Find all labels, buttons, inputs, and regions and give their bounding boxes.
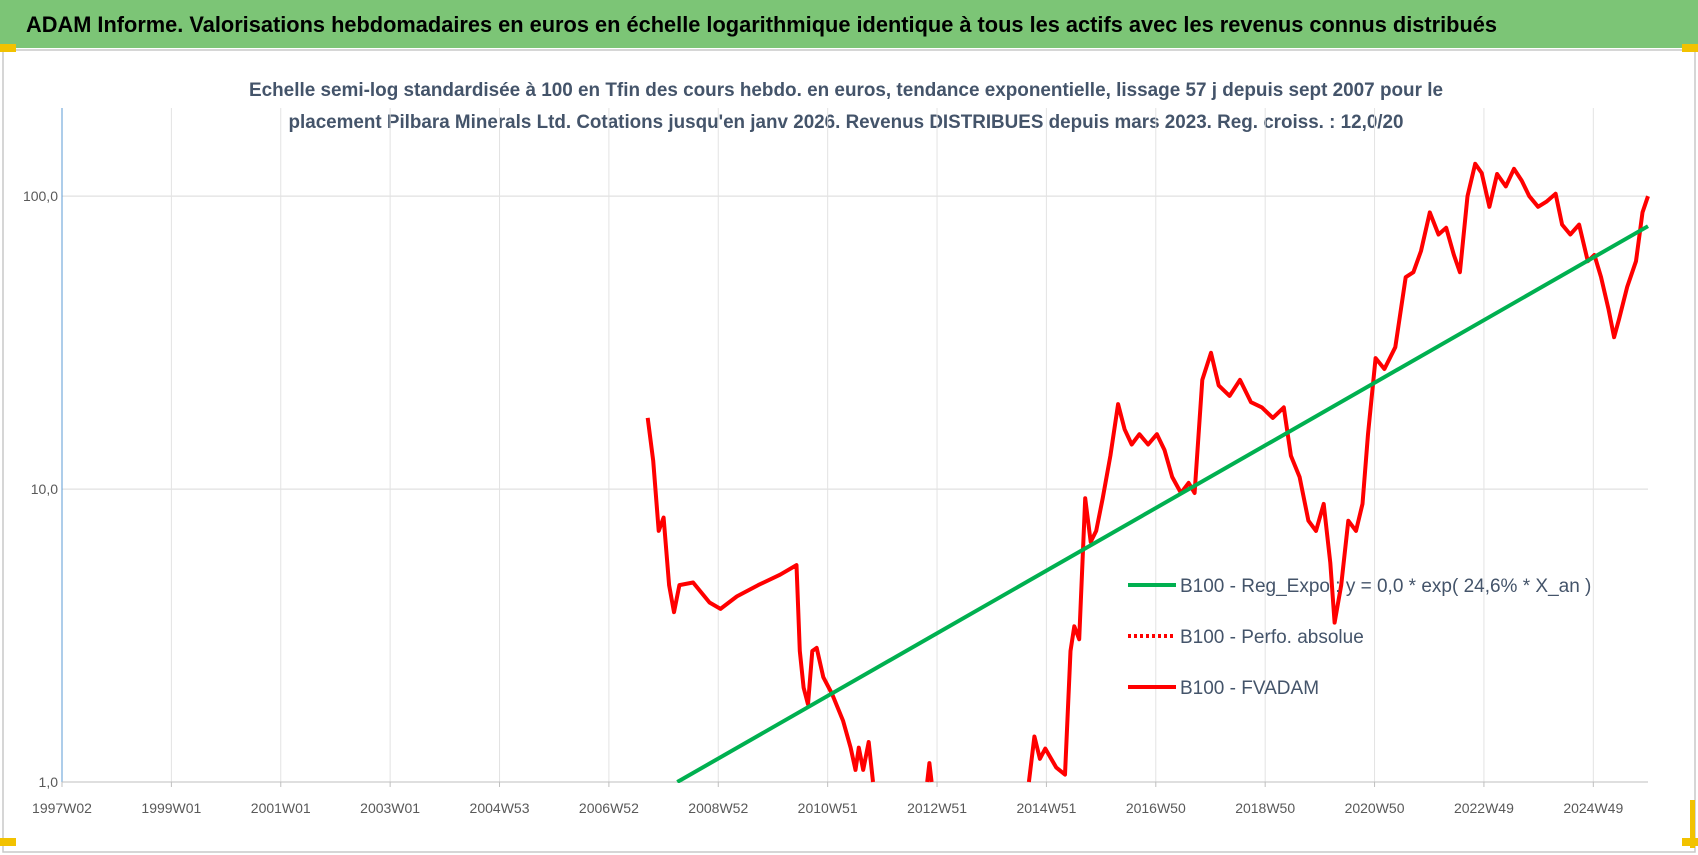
legend-label: B100 - Reg_Expo : y = 0,0 * exp( 24,6% *… (1180, 576, 1591, 597)
legend-label: B100 - FVADAM (1180, 678, 1319, 699)
data-line (645, 161, 1650, 783)
legend-label: B100 - Perfo. absolue (1180, 627, 1364, 648)
x-tick-label: 2012W51 (907, 800, 967, 816)
x-tick-label: 2016W50 (1126, 800, 1186, 816)
corner-mark (1682, 44, 1698, 52)
x-tick-label: 2020W50 (1345, 800, 1405, 816)
x-tick-label: 2006W52 (579, 800, 639, 816)
x-tick-label: 2008W52 (688, 800, 748, 816)
x-tick-label: 2003W01 (360, 800, 420, 816)
x-tick-label: 2024W49 (1563, 800, 1623, 816)
corner-mark (0, 44, 16, 52)
plot-area (645, 161, 1650, 783)
chart-subtitle: Echelle semi-log standardisée à 100 en T… (249, 80, 1443, 101)
x-tick-label: 2022W49 (1454, 800, 1514, 816)
x-tick-label: 2014W51 (1016, 800, 1076, 816)
corner-mark (1682, 838, 1698, 846)
chart-frame (2, 49, 1696, 853)
x-tick-label: 1999W01 (141, 800, 201, 816)
y-tick-label: 10,0 (31, 481, 58, 497)
title-bar (0, 0, 1698, 48)
x-tick-label: 2001W01 (251, 800, 311, 816)
corner-mark (1690, 800, 1695, 848)
x-tick-label: 2004W53 (470, 800, 530, 816)
chart-subtitle: placement Pilbara Minerals Ltd. Cotation… (289, 112, 1404, 133)
data-line (676, 224, 1649, 783)
chart-title: ADAM Informe. Valorisations hebdomadaire… (26, 12, 1497, 37)
corner-mark (0, 838, 16, 846)
y-tick-label: 100,0 (23, 188, 58, 204)
x-tick-label: 2010W51 (798, 800, 858, 816)
x-tick-label: 2018W50 (1235, 800, 1295, 816)
y-tick-label: 1,0 (39, 774, 59, 790)
x-tick-label: 1997W02 (32, 800, 92, 816)
